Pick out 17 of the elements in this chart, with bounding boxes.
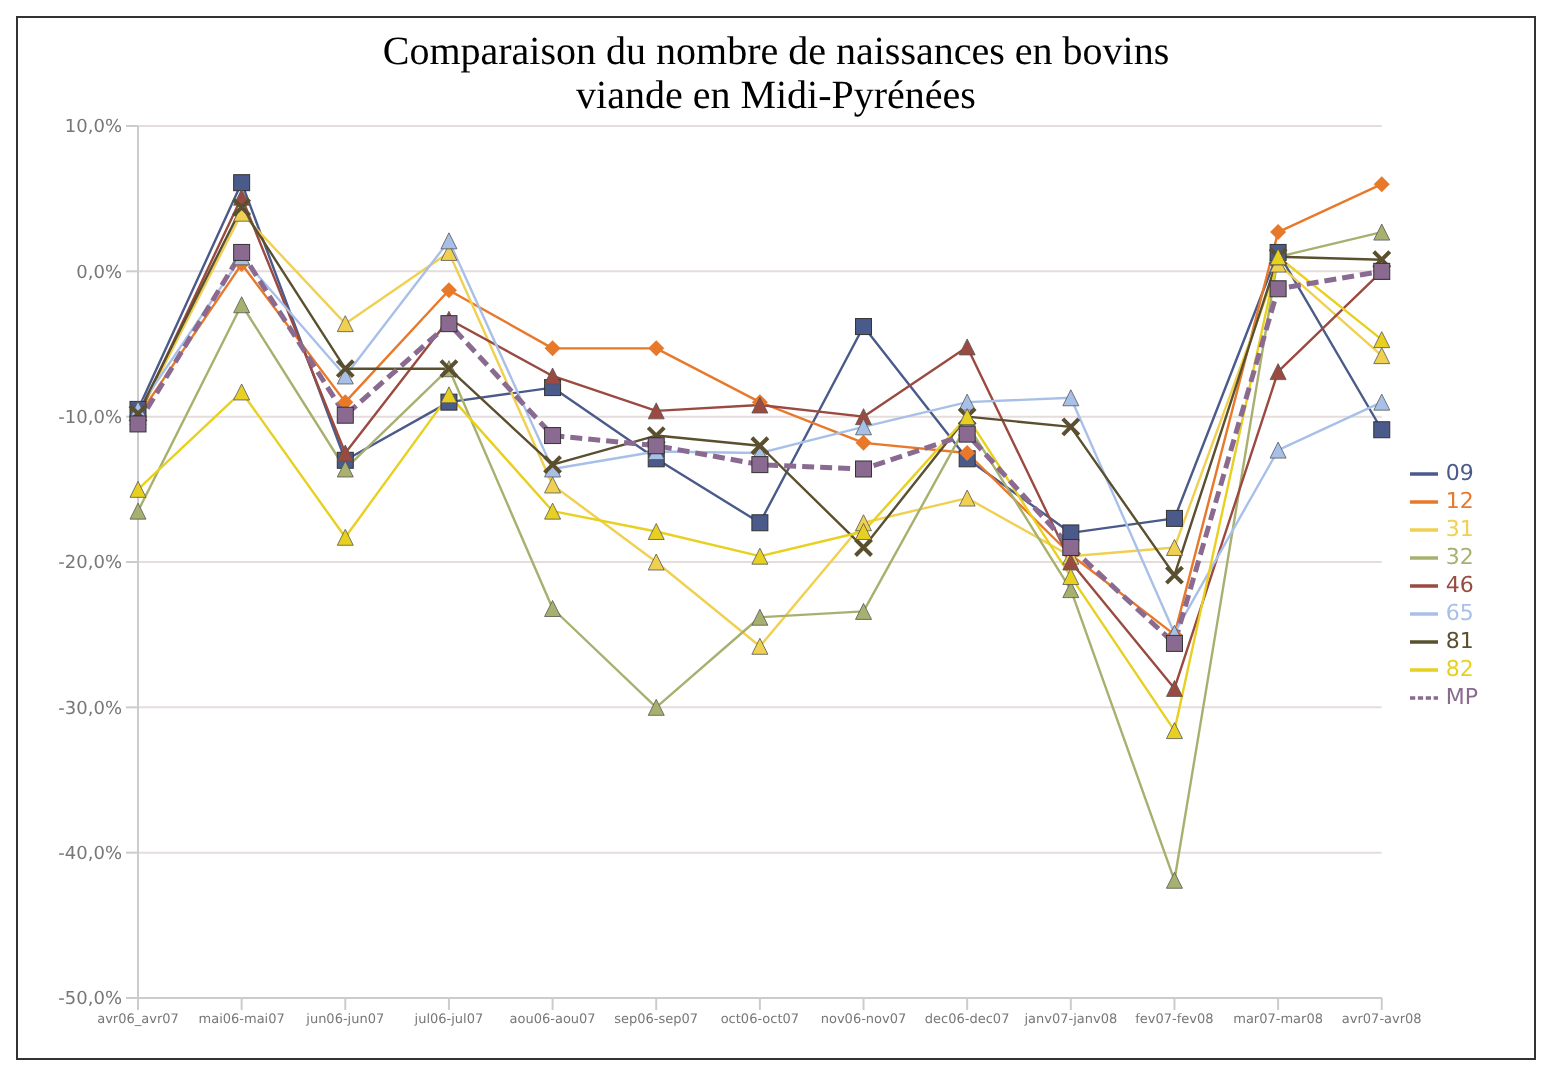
chart-title: Comparaison du nombre de naissances en bovins viande en Midi-Pyrénées [380,30,1172,118]
y-tick-label: -30,0% [58,699,123,720]
y-tick-label: 10,0% [64,118,123,139]
legend-label: 65 [1445,600,1474,627]
legend-label: MP [1445,684,1478,711]
y-tick-label: -40,0% [58,845,123,866]
legend-label: 09 [1445,460,1474,487]
legend-label: 81 [1445,628,1474,655]
legend-label: 46 [1445,572,1474,599]
y-tick-label: -50,0% [58,990,123,1011]
y-tick-label: -10,0% [58,409,123,430]
y-tick-label: 0,0% [76,263,123,284]
legend-label: 82 [1445,656,1474,683]
legend-label: 31 [1445,516,1474,543]
y-tick-label: -20,0% [58,554,123,575]
legend-label: 32 [1445,544,1474,571]
legend-label: 12 [1445,488,1474,515]
